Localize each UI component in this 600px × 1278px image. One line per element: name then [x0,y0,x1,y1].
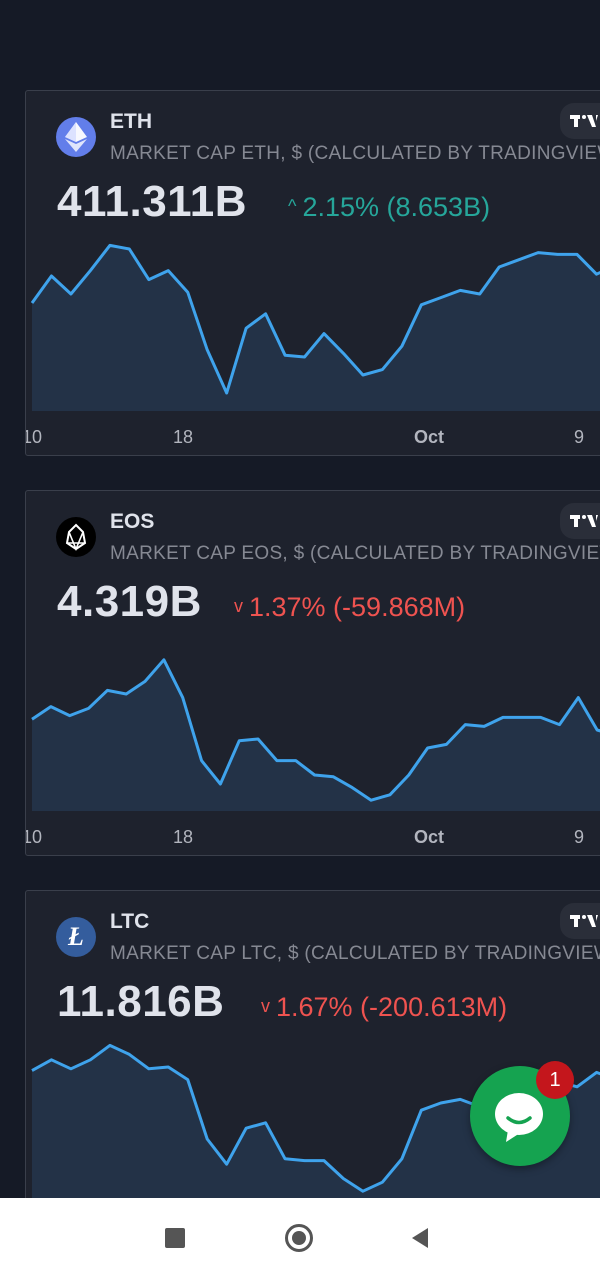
tradingview-logo-button[interactable] [560,903,600,939]
x-tick-label: 9 [573,427,585,447]
price-change-text: 1.67% (-200.613M) [276,992,508,1022]
x-tick-label: Oct [413,827,445,847]
coin-symbol: LTC [110,910,150,933]
x-tick-label: 10 [26,427,43,447]
tradingview-logo-button[interactable] [560,503,600,539]
chart-area-fill [32,1045,600,1211]
coin-symbol: ETH [110,110,152,133]
eos-icon [56,517,96,557]
x-tick-label: 18 [172,427,194,447]
ethereum-icon [56,117,96,157]
tradingview-icon [570,115,598,127]
coin-description: MARKET CAP ETH, $ (CALCULATED BY TRADING… [110,143,600,164]
x-axis: 10 18 Oct 9 [26,827,600,849]
chart-area-fill [32,245,600,411]
market-card-eos[interactable]: EOS MARKET CAP EOS, $ (CALCULATED BY TRA… [25,490,600,856]
price-change: v 1.37% (-59.868M) [234,592,465,623]
home-button[interactable] [282,1221,316,1255]
chat-button[interactable] [470,1066,570,1166]
price-value: 411.311B [57,177,247,226]
litecoin-icon: Ł [56,917,96,957]
x-axis: 10 18 Oct 9 [26,427,600,449]
x-tick-label: Oct [413,427,445,447]
system-navigation-bar [0,1198,600,1278]
price-change-text: 1.37% (-59.868M) [249,592,466,622]
coin-description: MARKET CAP LTC, $ (CALCULATED BY TRADING… [110,943,600,964]
x-tick-label: 9 [573,827,585,847]
price-value: 4.319B [57,577,202,626]
triangle-back-icon [412,1228,428,1248]
circle-icon [285,1224,313,1252]
recents-button[interactable] [160,1223,190,1253]
x-tick-label: 18 [172,827,194,847]
price-change: ^ 2.15% (8.653B) [288,192,490,223]
price-chart[interactable] [26,631,600,821]
price-chart[interactable] [26,231,600,421]
coin-symbol: EOS [110,510,155,533]
price-value: 11.816B [57,977,225,1026]
chevron-up-icon: ^ [288,196,297,216]
tradingview-icon [570,915,598,927]
tradingview-logo-button[interactable] [560,103,600,139]
price-change-text: 2.15% (8.653B) [302,192,491,222]
coin-description: MARKET CAP EOS, $ (CALCULATED BY TRADING… [110,543,600,564]
price-change: v 1.67% (-200.613M) [261,992,507,1023]
notification-badge: 1 [536,1061,574,1099]
back-button[interactable] [405,1223,435,1253]
market-card-eth[interactable]: ETH MARKET CAP ETH, $ (CALCULATED BY TRA… [25,90,600,456]
square-icon [165,1228,185,1248]
chart-series-line [31,658,600,802]
tradingview-icon [570,515,598,527]
x-tick-label: 10 [26,827,43,847]
chart-area-fill [32,659,600,811]
chevron-down-icon: v [261,996,270,1016]
chart-series-line [30,243,600,395]
market-card-ltc[interactable]: Ł LTC MARKET CAP LTC, $ (CALCULATED BY T… [25,890,600,1256]
chevron-down-icon: v [234,596,243,616]
chat-bubble-icon [495,1093,543,1142]
